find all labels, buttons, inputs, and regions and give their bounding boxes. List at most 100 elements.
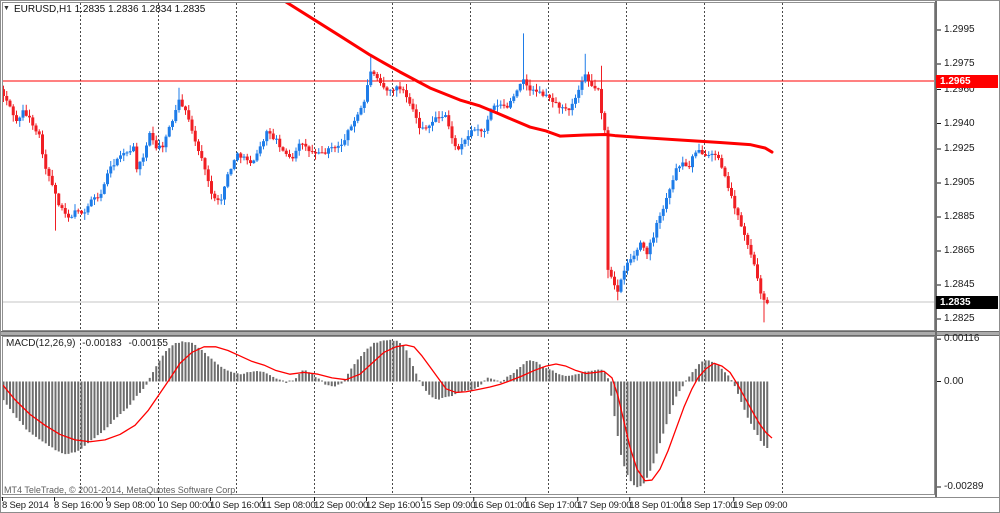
candle-body [499, 104, 503, 106]
candle-body [34, 125, 38, 132]
candle-body [359, 107, 363, 115]
candle-body [99, 193, 103, 198]
candle-body [291, 156, 295, 159]
candle-body [219, 199, 223, 201]
candle-body [278, 138, 282, 148]
candle-body [606, 130, 610, 270]
price-tick-label: 1.2975 [944, 58, 975, 69]
candle-body [476, 129, 480, 131]
candle-body [161, 145, 165, 148]
candle-body [265, 131, 269, 142]
candle-body [213, 193, 217, 199]
candle-body [434, 117, 438, 122]
candle-body [310, 151, 314, 153]
candle-body [759, 278, 763, 294]
ma-line [283, 2, 774, 154]
candle-body [336, 145, 340, 148]
candle-body [655, 222, 659, 238]
price-tick-label: 1.2995 [944, 24, 975, 35]
candle-body [151, 133, 155, 141]
time-tick-label: 11 Sep 08:00 [262, 500, 316, 511]
candle-body [76, 210, 80, 212]
candle-body [174, 110, 178, 122]
main-price-panel[interactable] [2, 0, 935, 323]
macd-main-value: -0.00183 [82, 338, 122, 349]
candle-body [739, 215, 743, 227]
time-tick-label: 18 Sep 17:00 [681, 500, 736, 511]
candle-body [158, 145, 161, 149]
candle-body [616, 285, 620, 292]
candle-body [197, 141, 200, 152]
candle-body [648, 242, 652, 255]
candle-body [629, 259, 633, 263]
candle-body [210, 181, 213, 194]
candle-body [382, 83, 386, 88]
candle-body [411, 103, 415, 110]
candle-body [193, 130, 197, 142]
time-tick-label: 17 Sep 09:00 [577, 500, 632, 511]
candle-body [658, 215, 662, 223]
symbol-period-label: EURUSD,H1 [14, 4, 72, 15]
candle-body [460, 144, 464, 150]
candle-body [307, 146, 311, 152]
candle-body [89, 199, 93, 207]
candle-body [93, 197, 96, 200]
candle-body [528, 85, 532, 91]
candle-body [665, 197, 668, 209]
candle-body [327, 148, 330, 154]
candle-body [626, 262, 629, 271]
candle-body [11, 106, 15, 116]
candle-body [733, 195, 737, 209]
candle-body [580, 81, 584, 90]
candle-body [567, 108, 571, 111]
candle-body [671, 180, 675, 190]
candle-body [717, 154, 720, 159]
candle-body [512, 96, 516, 101]
candle-body [255, 153, 259, 161]
macd-panel[interactable] [2, 339, 773, 488]
candle-body [346, 130, 350, 141]
candle-body [385, 87, 389, 91]
candle-body [427, 125, 431, 129]
candle-body [60, 205, 64, 208]
candle-body [2, 89, 5, 96]
candle-body [765, 299, 769, 304]
candle-body [106, 173, 109, 185]
candle-body [203, 158, 207, 170]
symbol-dropdown-icon[interactable]: ▼ [3, 5, 10, 12]
time-tick-label: 8 Sep 2014 [2, 500, 49, 511]
candle-body [177, 99, 181, 111]
candle-body [593, 85, 597, 89]
candle-body [505, 105, 509, 108]
candle-body [284, 150, 288, 154]
candle-body [678, 166, 681, 169]
symbol-ohlc-label: EURUSD,H1 1.2835 1.2836 1.2834 1.2835 [14, 4, 205, 15]
candle-body [112, 165, 116, 167]
candle-body [522, 79, 525, 84]
candle-body [57, 193, 61, 206]
candle-body [548, 94, 551, 98]
candle-body [674, 168, 678, 181]
quote-values-label: 1.2835 1.2836 1.2834 1.2835 [74, 4, 206, 15]
main-panel-border [2, 2, 935, 331]
panel-splitter[interactable] [0, 331, 1000, 336]
candle-body [635, 249, 639, 256]
candle-body [466, 136, 470, 140]
candle-body [531, 89, 535, 91]
candle-body [762, 293, 766, 300]
candle-body [603, 113, 607, 131]
candle-body [700, 150, 704, 155]
candle-body [229, 168, 233, 175]
candle-body [236, 153, 239, 161]
candle-body [492, 105, 496, 110]
candle-body [583, 74, 587, 82]
candle-body [496, 105, 499, 107]
candle-body [115, 158, 119, 166]
candle-body [463, 139, 467, 145]
candle-body [67, 213, 70, 218]
candle-body [301, 143, 304, 145]
candle-body [453, 138, 457, 147]
candle-body [535, 89, 538, 92]
